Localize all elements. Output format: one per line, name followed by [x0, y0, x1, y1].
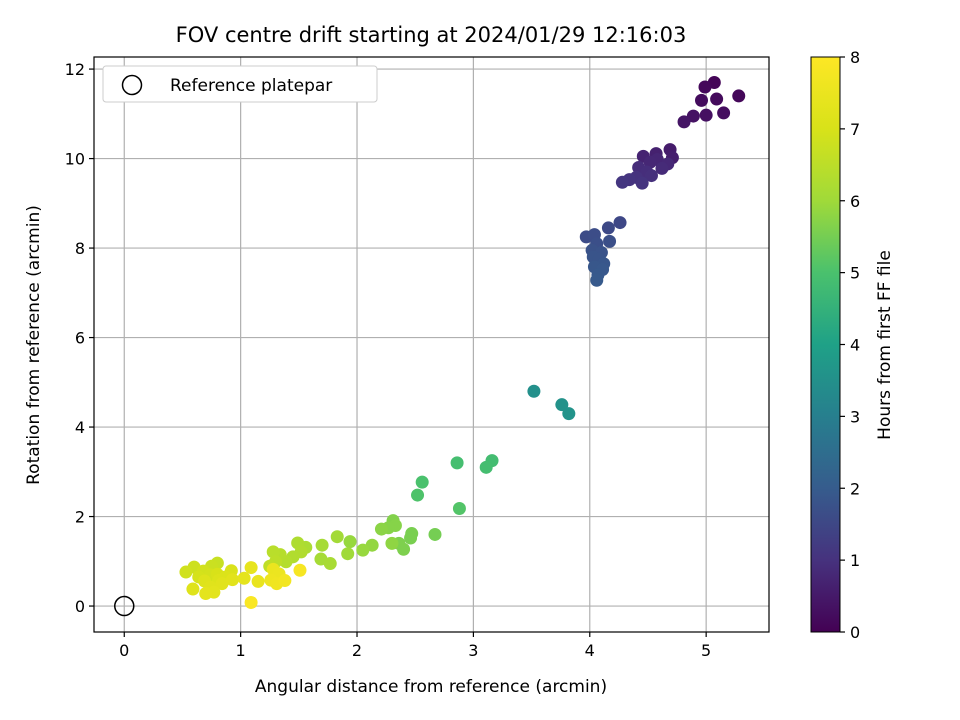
y-tick-label: 8 — [75, 239, 85, 258]
grid-lines — [94, 57, 769, 632]
data-point — [415, 475, 429, 489]
data-point — [397, 542, 411, 556]
data-point — [643, 155, 657, 169]
data-point — [244, 561, 258, 575]
data-point — [251, 574, 265, 588]
colorbar-tick-label: 6 — [850, 192, 860, 211]
reference-platepar-marker — [114, 595, 135, 617]
data-point — [655, 161, 669, 175]
data-point — [266, 545, 280, 559]
data-point — [428, 527, 442, 541]
data-point — [293, 563, 307, 577]
data-point — [603, 234, 617, 248]
data-point — [479, 460, 493, 474]
colorbar — [810, 56, 841, 633]
data-point — [199, 587, 213, 601]
y-axis-ticks: 0 2 4 6 8 10 12 — [65, 60, 94, 616]
data-point — [710, 92, 724, 106]
legend-label: Reference platepar — [170, 76, 332, 96]
data-point — [527, 384, 541, 398]
data-point — [686, 109, 700, 123]
data-point — [613, 216, 627, 230]
y-tick-label: 4 — [75, 418, 85, 437]
colorbar-tick-label: 0 — [850, 623, 860, 642]
data-points — [179, 76, 746, 609]
colorbar-tick-label: 5 — [850, 264, 860, 283]
x-axis-ticks: 0 1 2 3 4 5 — [119, 632, 711, 660]
data-point — [732, 89, 746, 103]
colorbar-tick-label: 4 — [850, 336, 860, 355]
x-tick-label: 1 — [236, 641, 246, 660]
x-tick-label: 4 — [585, 641, 595, 660]
plot-frame — [93, 56, 770, 633]
data-point — [450, 456, 464, 470]
data-point — [179, 565, 193, 579]
y-tick-label: 6 — [75, 329, 85, 348]
data-point — [374, 522, 388, 536]
colorbar-tick-label: 1 — [850, 551, 860, 570]
colorbar-label: Hours from first FF file — [875, 250, 895, 440]
data-point — [644, 169, 658, 183]
data-point — [555, 398, 569, 412]
data-point — [562, 407, 576, 421]
y-tick-label: 2 — [75, 508, 85, 527]
data-point — [699, 108, 713, 122]
data-point — [590, 273, 604, 287]
colorbar-tick-label: 8 — [850, 48, 860, 67]
data-point — [601, 221, 615, 235]
data-point — [615, 175, 629, 189]
data-point — [278, 574, 292, 588]
data-point — [677, 115, 691, 129]
x-tick-label: 5 — [701, 641, 711, 660]
legend-marker-icon — [121, 74, 143, 96]
y-axis-label: Rotation from reference (arcmin) — [24, 205, 44, 485]
x-tick-label: 0 — [119, 641, 129, 660]
legend-box — [102, 65, 378, 103]
data-point — [385, 536, 399, 550]
x-axis-label: Angular distance from reference (arcmin) — [255, 677, 607, 697]
colorbar-ticks: 0 1 2 3 4 5 6 7 8 — [840, 48, 860, 642]
data-point — [717, 106, 731, 120]
data-point — [404, 531, 418, 545]
data-point — [343, 535, 357, 549]
data-point — [411, 488, 425, 502]
x-tick-label: 2 — [352, 641, 362, 660]
chart-title: FOV centre drift starting at 2024/01/29 … — [176, 23, 687, 47]
y-tick-label: 0 — [75, 597, 85, 616]
data-point — [341, 547, 355, 561]
legend: Reference platepar — [102, 65, 378, 103]
data-point — [330, 530, 344, 544]
data-point — [635, 176, 649, 190]
data-point — [225, 573, 239, 587]
data-point — [695, 93, 708, 107]
data-point — [323, 557, 337, 571]
data-point — [315, 538, 329, 552]
data-point — [237, 571, 251, 585]
data-point — [244, 595, 258, 609]
colorbar-tick-label: 7 — [850, 120, 860, 139]
y-tick-label: 10 — [65, 150, 85, 169]
data-point — [452, 501, 466, 515]
colorbar-tick-label: 2 — [850, 479, 860, 498]
data-point — [356, 543, 370, 557]
x-tick-label: 3 — [468, 641, 478, 660]
data-point — [698, 80, 712, 94]
data-point — [186, 582, 200, 596]
colorbar-tick-label: 3 — [850, 407, 860, 426]
data-point — [215, 577, 229, 591]
y-tick-label: 12 — [65, 60, 85, 79]
